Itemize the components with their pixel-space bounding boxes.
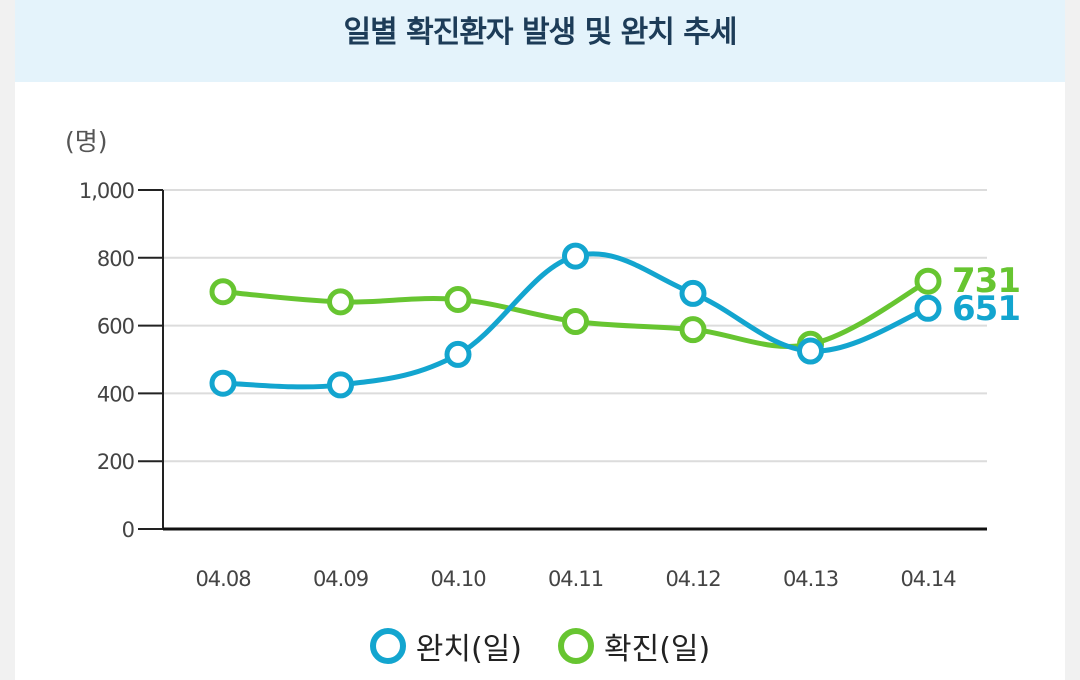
y-tick-label: 600 <box>97 315 134 339</box>
legend-swatch-recovered <box>369 628 406 664</box>
legend: 완치(일) 확진(일) <box>0 618 1080 674</box>
y-unit-label: (명) <box>65 127 108 156</box>
y-tick-label: 400 <box>97 382 134 406</box>
data-point-confirmed <box>914 267 942 295</box>
data-point-recovered <box>209 369 237 397</box>
end-label-confirmed: 731 <box>952 261 1020 301</box>
x-tick-label: 04.09 <box>313 567 368 591</box>
data-point-recovered <box>327 371 354 399</box>
data-point-recovered <box>914 294 942 322</box>
legend-label-recovered: 완치(일) <box>415 632 522 667</box>
x-tick-label: 04.14 <box>900 567 956 591</box>
x-tick-label: 04.08 <box>195 567 250 591</box>
data-point-recovered <box>797 337 824 365</box>
data-point-confirmed <box>444 285 472 313</box>
end-label-recovered: 651 <box>952 289 1020 329</box>
y-tick-label: 1,000 <box>79 179 134 203</box>
title-banner <box>15 0 1065 82</box>
legend-label-confirmed: 확진(일) <box>604 632 711 667</box>
y-tick-label: 800 <box>97 247 134 271</box>
y-tick-label: 200 <box>97 450 134 474</box>
data-point-recovered <box>679 279 707 307</box>
x-tick-label: 04.10 <box>430 567 485 591</box>
x-tick-label: 04.11 <box>548 567 603 591</box>
legend-item-confirmed: 확진(일) <box>558 624 710 668</box>
legend-item-recovered: 완치(일) <box>369 624 522 668</box>
data-point-confirmed <box>209 278 237 306</box>
data-point-confirmed <box>679 316 707 344</box>
data-point-recovered <box>562 242 589 270</box>
x-tick-label: 04.13 <box>783 567 838 591</box>
x-tick-label: 04.12 <box>665 567 720 591</box>
data-point-confirmed <box>327 288 354 316</box>
data-point-confirmed <box>562 308 589 336</box>
data-point-recovered <box>444 340 472 368</box>
chart-card <box>15 0 1065 680</box>
y-tick-label: 0 <box>122 518 134 542</box>
chart-title: 일별 확진환자 발생 및 완치 추세 <box>343 15 737 50</box>
legend-swatch-confirmed <box>558 628 594 664</box>
